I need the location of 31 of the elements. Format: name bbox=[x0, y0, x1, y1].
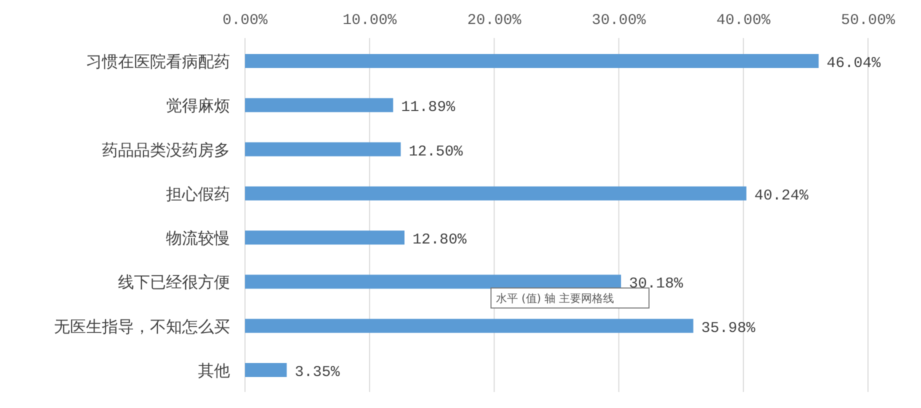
y-tick-label: 觉得麻烦 bbox=[166, 96, 230, 116]
data-label: 11.89% bbox=[401, 99, 456, 116]
y-tick-label: 无医生指导，不知怎么买 bbox=[54, 316, 230, 336]
x-tick-label: 10.00% bbox=[342, 12, 398, 29]
annotation: 水平 (值) 轴 主要网格线 bbox=[496, 292, 614, 305]
x-tick-label: 20.00% bbox=[467, 12, 522, 29]
x-tick-label: 0.00% bbox=[222, 12, 268, 29]
data-label: 12.80% bbox=[412, 232, 468, 249]
bar bbox=[245, 54, 819, 68]
bar bbox=[245, 98, 394, 112]
y-tick-label: 其他 bbox=[198, 361, 230, 380]
data-label: 12.50% bbox=[408, 143, 464, 160]
bar bbox=[245, 230, 404, 245]
tooltip-box: 水平 (值) 轴 主要网格线 bbox=[490, 288, 650, 308]
data-label: 35.98% bbox=[701, 320, 756, 337]
y-tick-label: 药品品类没药房多 bbox=[102, 140, 230, 160]
y-tick-label: 习惯在医院看病配药 bbox=[86, 52, 230, 71]
data-label: 3.35% bbox=[294, 364, 341, 381]
y-tick-label: 物流较慢 bbox=[166, 228, 230, 248]
bar bbox=[245, 363, 287, 377]
data-label: 46.04% bbox=[826, 55, 882, 72]
y-tick-label: 线下已经很方便 bbox=[118, 272, 230, 292]
x-tick-label: 30.00% bbox=[592, 12, 647, 29]
data-label: 40.24% bbox=[754, 187, 810, 204]
bar bbox=[245, 142, 401, 156]
x-tick-label: 50.00% bbox=[840, 12, 896, 29]
bar bbox=[245, 318, 694, 333]
bar bbox=[245, 274, 622, 289]
y-tick-label: 担心假药 bbox=[166, 184, 230, 204]
bar bbox=[245, 186, 746, 200]
x-tick-label: 40.00% bbox=[716, 12, 772, 29]
